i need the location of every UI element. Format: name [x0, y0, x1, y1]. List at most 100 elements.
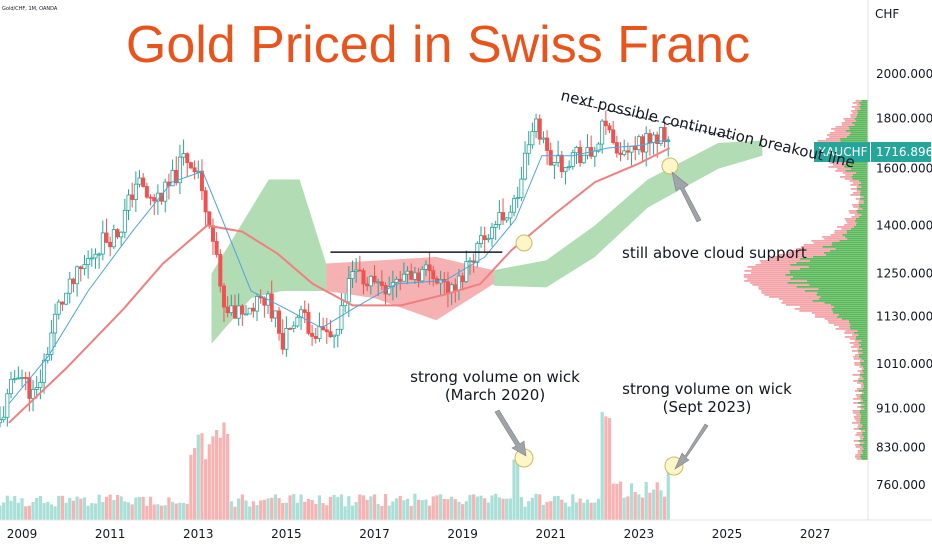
volume-bar-31 [112, 500, 116, 520]
profile-red-176 [840, 176, 852, 178]
profile-green-226 [853, 226, 868, 228]
volume-bar-150 [549, 501, 553, 520]
volume-bar-51 [185, 503, 189, 520]
profile-red-370 [857, 370, 863, 372]
profile-red-246 [801, 246, 823, 248]
y-tick-label-1: 1800.000 [876, 112, 932, 126]
profile-green-182 [860, 182, 868, 184]
volume-bar-59 [215, 429, 219, 520]
volume-bar-173 [633, 492, 637, 520]
candle-body-0 [0, 419, 3, 424]
x-tick-label-3: 2015 [271, 527, 302, 541]
volume-bar-75 [273, 494, 277, 520]
currency-label: CHF [875, 7, 899, 21]
profile-red-188 [850, 188, 857, 190]
profile-green-302 [824, 302, 868, 304]
candle-body-131 [478, 235, 483, 244]
profile-green-298 [818, 298, 868, 300]
profile-green-418 [860, 418, 868, 420]
candle-body-178 [651, 134, 656, 143]
candle-body-148 [541, 137, 546, 140]
volume-bar-9 [31, 501, 35, 520]
profile-red-340 [854, 340, 862, 342]
profile-red-170 [835, 170, 846, 172]
candle-body-135 [493, 224, 498, 228]
volume-bar-13 [46, 501, 50, 520]
candle-body-67 [244, 313, 249, 316]
volume-bar-172 [629, 483, 634, 520]
candle-body-33 [119, 231, 124, 238]
profile-red-352 [858, 352, 863, 354]
candle-body-84 [306, 312, 311, 334]
volume-bar-137 [501, 498, 505, 520]
profile-green-172 [856, 172, 868, 174]
profile-green-224 [855, 224, 868, 226]
volume-bar-30 [108, 494, 112, 520]
profile-red-438 [860, 438, 863, 440]
indicator-lines [8, 101, 736, 424]
profile-red-122 [841, 122, 852, 124]
volume-bar-129 [472, 494, 476, 520]
profile-green-300 [812, 300, 868, 302]
candle-body-122 [445, 281, 450, 294]
volume-bar-17 [60, 495, 65, 520]
profile-green-452 [862, 452, 868, 454]
profile-green-356 [858, 356, 868, 358]
volume-bar-127 [464, 501, 468, 520]
profile-green-252 [823, 252, 868, 254]
volume-bar-105 [383, 493, 388, 520]
y-tick-label-5: 1130.000 [876, 310, 932, 324]
volume-bar-162 [593, 502, 597, 520]
volume-bar-126 [461, 504, 465, 520]
candle-body-117 [427, 264, 432, 272]
profile-green-336 [855, 336, 868, 338]
x-tick-label-7: 2023 [624, 527, 655, 541]
candle-body-3 [9, 378, 14, 395]
candle-body-74 [269, 293, 274, 319]
volume-bar-161 [589, 502, 593, 520]
profile-green-284 [809, 284, 868, 286]
profile-green-242 [832, 242, 868, 244]
volume-bar-166 [607, 418, 612, 520]
profile-red-130 [834, 130, 846, 132]
volume-bar-113 [413, 493, 417, 520]
candle-body-156 [570, 152, 575, 167]
profile-green-350 [858, 350, 868, 352]
profile-red-248 [796, 248, 836, 250]
volume-bar-7 [24, 506, 28, 520]
profile-green-136 [846, 136, 868, 138]
profile-red-328 [835, 328, 851, 330]
candle-body-39 [141, 177, 146, 187]
candle-body-140 [512, 198, 517, 213]
candle-body-48 [174, 169, 179, 184]
volume-bar-23 [82, 497, 87, 520]
volume-bar-69 [251, 501, 255, 520]
y-tick-label-3: 1400.000 [876, 218, 932, 232]
candle-body-59 [214, 240, 219, 255]
volume-bar-94 [343, 506, 347, 520]
volume-bar-132 [483, 498, 487, 520]
volume-bar-160 [585, 499, 590, 520]
volume-bar-169 [618, 481, 623, 520]
candle-body-70 [255, 296, 260, 312]
candle-body-151 [552, 162, 557, 166]
profile-green-414 [861, 414, 868, 416]
volume-bar-102 [372, 494, 377, 520]
volume-bar-99 [361, 495, 366, 520]
profile-green-312 [833, 312, 868, 314]
profile-red-168 [837, 168, 851, 170]
candle-body-23 [82, 264, 87, 270]
volume-bar-164 [600, 411, 604, 520]
volume-bar-55 [200, 433, 204, 520]
profile-green-310 [832, 310, 868, 312]
profile-green-344 [860, 344, 868, 346]
volume-annotation-1-line1: strong volume on wick [410, 368, 580, 386]
candle-body-136 [497, 212, 502, 225]
profile-green-342 [858, 342, 868, 344]
profile-green-206 [859, 206, 868, 208]
volume-bar-107 [391, 501, 395, 520]
volume-bar-73 [266, 498, 270, 520]
profile-red-458 [856, 458, 862, 460]
profile-green-208 [862, 208, 868, 210]
profile-red-316 [814, 316, 838, 318]
